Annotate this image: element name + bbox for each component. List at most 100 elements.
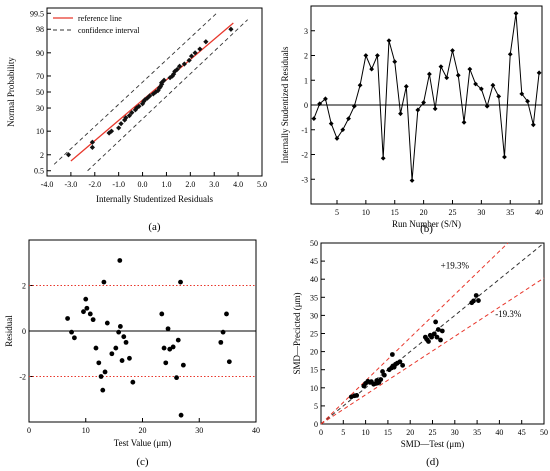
data-point [400, 362, 406, 368]
x-tick-label: 0 [319, 428, 323, 437]
data-point [161, 77, 167, 83]
x-tick-label: 5.0 [257, 180, 267, 189]
panel-label: (d) [426, 456, 439, 468]
data-point [513, 11, 519, 16]
y-tick-label: 98 [36, 25, 44, 34]
data-point [167, 346, 173, 352]
data-point [429, 334, 435, 340]
data-point [439, 328, 445, 334]
data-point [389, 352, 395, 357]
data-point [386, 38, 392, 44]
data-point [490, 82, 496, 88]
data-point [174, 375, 179, 381]
data-point [415, 107, 421, 113]
data-point [354, 393, 360, 398]
x-tick-label: 10 [362, 428, 370, 437]
x-axis-label: Run Number (S/N) [392, 219, 461, 229]
data-point [170, 344, 176, 350]
y-tick-label: 2 [22, 282, 26, 291]
data-point [403, 84, 409, 89]
x-tick-label: -4.0 [41, 180, 54, 189]
data-point [186, 57, 192, 63]
y-tick-label: 25 [310, 330, 318, 339]
y-tick-label: -2 [19, 373, 26, 382]
x-axis-label: Internally Studentized Residuals [96, 194, 213, 204]
chart-d-predicted-vs-test: 0 5 10 15 20 25 30 35 40 45 50 0 5 10 15 20 25 30 35 40 45 50… [292, 239, 548, 468]
data-point [438, 337, 443, 343]
x-tick-label: -3.0 [65, 180, 78, 189]
data-point [450, 48, 455, 53]
x-tick-label: 1.0 [161, 180, 171, 189]
data-point [433, 319, 439, 325]
guide-line [320, 277, 545, 425]
data-point [119, 358, 125, 363]
panel-label: (b) [420, 223, 433, 235]
legend-label: confidence interval [78, 26, 140, 35]
data-point [381, 372, 387, 378]
data-point [175, 337, 181, 343]
data-point [163, 360, 169, 366]
data-point [220, 329, 226, 335]
data-point [90, 317, 96, 323]
data-point [129, 110, 135, 116]
x-tick-label: 40 [535, 208, 543, 217]
y-tick-label: 99.5 [30, 9, 44, 18]
data-point [98, 374, 104, 379]
data-point [69, 329, 74, 335]
reference-line [70, 22, 234, 162]
data-point [176, 63, 183, 69]
data-point [108, 128, 115, 134]
y-tick-label: -2 [301, 151, 308, 160]
data-point [471, 298, 476, 304]
annotation-lower: -19.3% [495, 309, 522, 319]
data-point [122, 117, 128, 123]
y-tick-label: 10 [310, 384, 318, 393]
data-point [153, 89, 159, 95]
data-point [197, 46, 203, 52]
x-tick-label: 10 [362, 208, 370, 217]
x-tick-label: 45 [518, 428, 526, 437]
y-tick-label: 5 [314, 402, 318, 411]
data-point [104, 320, 110, 326]
y-tick-label: -3 [301, 175, 308, 184]
data-point [113, 345, 119, 351]
data-point [363, 53, 369, 58]
x-tick-label: 3.0 [209, 180, 219, 189]
data-point [473, 293, 479, 298]
y-tick-label: 50 [310, 239, 318, 248]
x-tick-label: 0.0 [138, 180, 148, 189]
x-tick-label: 0 [27, 426, 31, 435]
data-point [155, 87, 161, 94]
data-point [89, 144, 95, 150]
x-tick-label: 5 [341, 428, 345, 437]
y-axis-label: SMD—Precicted (μm) [292, 292, 302, 374]
y-tick-label: -1 [301, 126, 308, 135]
x-tick-label: 25 [448, 208, 456, 217]
data-point [392, 59, 398, 65]
y-tick-label: 2 [40, 151, 44, 160]
data-point [380, 369, 385, 374]
data-point [530, 122, 536, 128]
data-point [496, 93, 502, 99]
data-point [144, 95, 150, 101]
y-tick-label: 0 [314, 420, 318, 429]
annotation-upper: +19.3% [441, 260, 470, 270]
data-point [72, 335, 77, 341]
data-point [378, 377, 384, 382]
data-point [93, 345, 99, 351]
data-point [101, 279, 107, 285]
data-point [188, 53, 195, 59]
panel-label: (c) [136, 456, 149, 468]
x-tick-label: 20 [139, 426, 147, 435]
data-point [121, 334, 127, 340]
x-tick-label: 5 [335, 208, 339, 217]
x-tick-label: 20 [406, 428, 414, 437]
data-point [102, 369, 108, 375]
y-tick-label: 90 [36, 49, 44, 58]
data-point [203, 39, 209, 45]
y-tick-label: 0.5 [34, 167, 44, 176]
y-tick-label: 1 [304, 76, 308, 85]
data-point [161, 345, 167, 351]
data-point [165, 326, 171, 332]
y-tick-label: 30 [36, 104, 44, 113]
